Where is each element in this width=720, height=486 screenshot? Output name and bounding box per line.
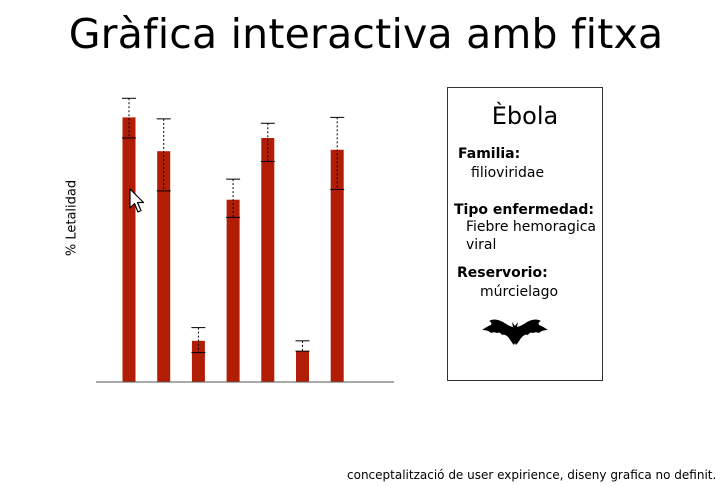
disease-name: Èbola xyxy=(491,102,559,130)
bar-2 xyxy=(157,151,171,382)
tipo-enfermedad-value-line2: viral xyxy=(466,237,497,253)
bar-5 xyxy=(261,137,275,382)
footer-note: conceptalització de user expirience, dis… xyxy=(347,468,717,482)
bar-3 xyxy=(191,340,205,382)
reservorio-label: Reservorio: xyxy=(457,265,548,281)
disease-card: Èbola Familia: filioviridae Tipo enferme… xyxy=(447,87,603,381)
tipo-enfermedad-value-line1: Fiebre hemoragica xyxy=(466,219,597,235)
page-title: Gràfica interactiva amb fitxa xyxy=(68,10,664,58)
tipo-enfermedad-label: Tipo enfermedad: xyxy=(454,202,594,218)
familia-label: Familia: xyxy=(458,146,521,162)
bar-6 xyxy=(296,351,309,382)
familia-value: filioviridae xyxy=(471,165,545,181)
bar-7 xyxy=(330,149,344,382)
bar-4 xyxy=(226,199,240,382)
bat-icon xyxy=(482,319,548,345)
bar-1 xyxy=(122,117,136,383)
mouse-pointer-icon xyxy=(129,188,145,213)
reservorio-value: múrcielago xyxy=(480,284,559,300)
